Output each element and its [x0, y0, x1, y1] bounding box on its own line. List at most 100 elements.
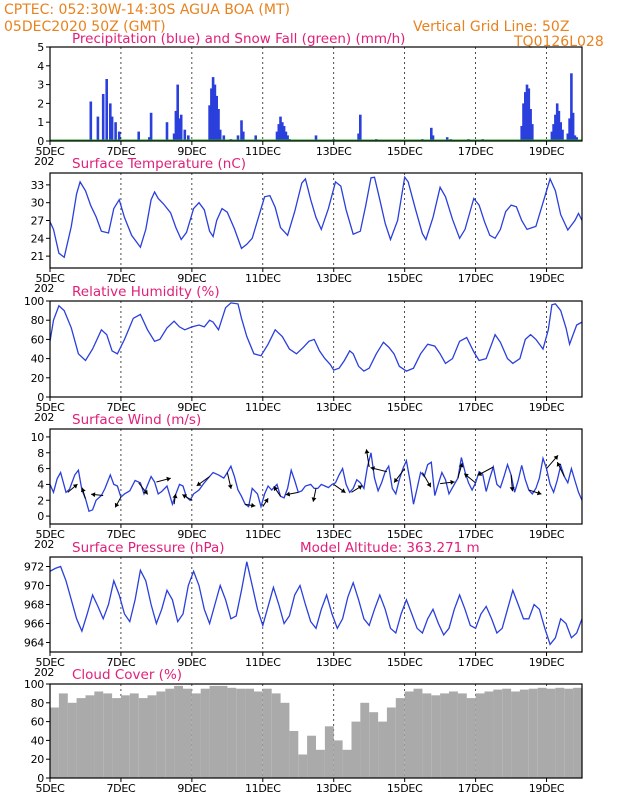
cloud-xtick-label: 13DEC	[316, 782, 352, 795]
precip-bar	[148, 137, 151, 141]
precip-bar	[174, 110, 178, 141]
wind-arrow	[556, 461, 565, 477]
precip-bar	[430, 127, 433, 141]
precip-bar	[217, 109, 220, 141]
pres-title: Surface Pressure (hPa)	[72, 540, 225, 556]
wind-arrow-head	[80, 487, 86, 493]
wind-arrow-head	[285, 491, 291, 497]
precip-bar	[522, 103, 525, 141]
precip-bar	[176, 84, 179, 141]
wind-xtick-label: 13DEC	[316, 528, 352, 541]
wind-arrow	[333, 484, 346, 494]
wind-arrow-head	[72, 484, 78, 489]
precip-bar	[575, 137, 578, 141]
cloud-bar	[511, 691, 520, 778]
precip-bar	[178, 118, 181, 141]
precip-bar	[282, 126, 286, 141]
precip-xtick-label: 13DEC	[316, 145, 352, 158]
precip-bar	[529, 109, 532, 141]
precip-bar	[242, 131, 245, 141]
precip-bar	[187, 135, 190, 141]
precip-bar	[284, 131, 288, 141]
cloud-bar	[493, 689, 503, 778]
cloud-bar	[564, 688, 574, 778]
precip-bar	[213, 84, 217, 141]
precip-bar	[357, 133, 360, 141]
cloud-bar	[502, 688, 512, 778]
wind-ytick-label: 4	[37, 478, 44, 491]
wind-ytick-label: 0	[37, 510, 44, 523]
precip-bar	[222, 135, 226, 141]
pres-xtick-label: 9DEC	[177, 656, 207, 669]
rh-ytick-label: 60	[31, 333, 45, 346]
rh-ytick-label: 40	[31, 353, 45, 366]
rh-xtick-label: 17DEC	[458, 401, 494, 414]
temp-xtick-label: 15DEC	[387, 272, 423, 285]
wind-arrow	[156, 476, 171, 483]
wind-arrow	[172, 493, 178, 505]
wind-arrow-head	[357, 485, 363, 490]
cloud-bar	[67, 702, 77, 778]
wind-xtick-label: 19DEC	[529, 528, 565, 541]
precip-bar	[96, 116, 100, 141]
header-code: TQ0126L028	[513, 34, 604, 50]
cloud-bar	[573, 687, 582, 778]
cloud-ytick-label: 40	[31, 734, 45, 747]
pres-xtick-label: 7DEC	[106, 656, 136, 669]
precip-bar	[550, 131, 554, 141]
wind-arrow-head	[227, 484, 233, 489]
wind-line	[50, 452, 582, 513]
pres-xtick-label: 13DEC	[316, 656, 352, 669]
cloud-bar	[537, 687, 547, 778]
precip-bar	[149, 112, 153, 141]
wind-xtick-label: 9DEC	[177, 528, 207, 541]
wind-arrow	[91, 492, 104, 498]
wind-xtick-label: 5DEC	[36, 528, 66, 541]
wind-arrow-head	[364, 449, 370, 454]
wind-arrow	[244, 502, 256, 508]
wind-arrow-head	[394, 477, 399, 483]
wind-arrow-head	[536, 490, 542, 496]
cloud-ytick-label: 60	[31, 716, 45, 729]
rh-xtick-label: 19DEC	[529, 401, 565, 414]
precip-bar	[101, 94, 105, 141]
wind-arrow-head	[464, 473, 469, 478]
wind-arrow-head	[340, 488, 346, 493]
wind-arrow	[509, 474, 515, 492]
precip-bar	[281, 122, 284, 141]
wind-xtick-label: 15DEC	[387, 528, 423, 541]
cloud-bar	[555, 687, 565, 778]
temp-xtick-label: 5DEC	[36, 272, 66, 285]
precip-bar	[573, 135, 577, 141]
temp-xtick-label: 11DEC	[245, 272, 281, 285]
rh-frame	[49, 300, 583, 398]
pres-frame	[49, 556, 583, 653]
cloud-bar	[262, 688, 272, 778]
header-station: CPTEC: 052:30W-14:30S AGUA BOA (MT)	[4, 2, 290, 18]
wind-arrow	[364, 449, 370, 468]
temp-ytick-label: 33	[31, 179, 45, 192]
cloud-bar	[395, 698, 405, 778]
precip-bar	[286, 135, 289, 141]
wind-arrow	[457, 462, 464, 479]
wind-arrow	[226, 472, 233, 490]
wind-ytick-label: 6	[37, 463, 44, 476]
cloud-bar	[120, 695, 130, 778]
temp-title: Surface Temperature (nC)	[72, 156, 246, 172]
cloud-bar	[183, 688, 192, 778]
precip-bar	[105, 79, 108, 141]
pres-ytick-label: 968	[24, 599, 44, 612]
precip-bar	[359, 114, 362, 141]
wind-arrow-head	[273, 486, 279, 492]
cloud-bar	[519, 689, 529, 778]
cloud-bar	[449, 691, 458, 778]
wind-arrow-head	[196, 481, 202, 486]
wind-arrow	[114, 496, 122, 508]
precip-bar	[314, 135, 318, 141]
temp-xtick-label: 7DEC	[106, 272, 136, 285]
cloud-bar	[156, 691, 166, 778]
cloud-bar	[218, 685, 228, 778]
temp-ytick-label: 30	[31, 197, 45, 210]
wind-arrow-head	[509, 487, 515, 492]
